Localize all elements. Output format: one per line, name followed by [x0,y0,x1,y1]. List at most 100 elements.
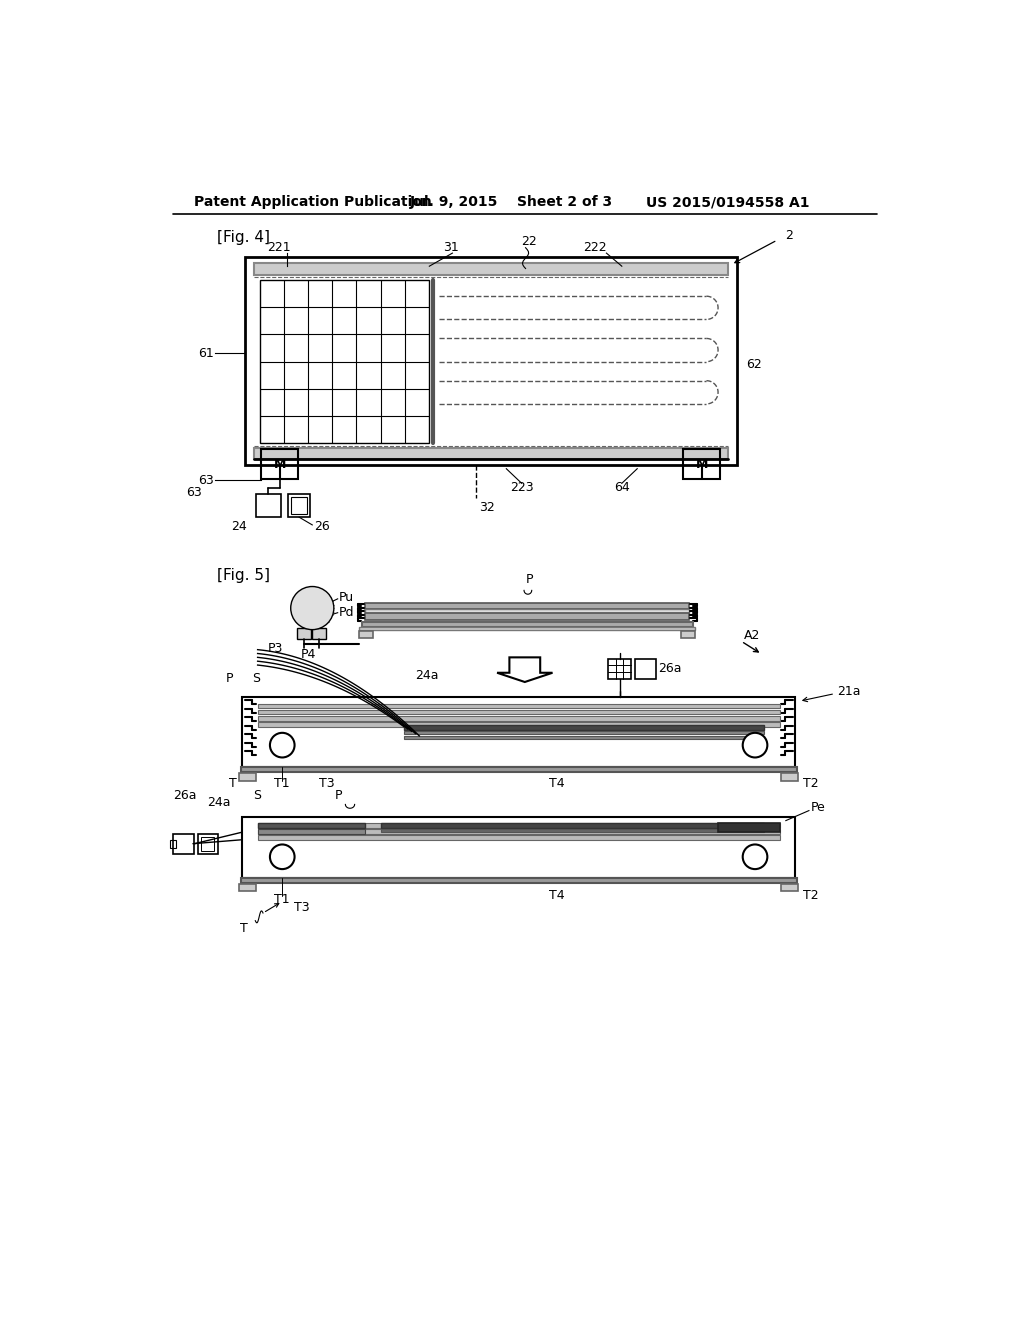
Bar [297,628,310,639]
Bar [173,834,195,854]
Bar [254,447,728,459]
Bar [366,614,689,619]
Circle shape [742,845,767,869]
Text: T1: T1 [274,777,290,791]
Bar [254,263,728,276]
Bar [258,704,779,708]
Text: A2: A2 [744,630,761,643]
Text: 63: 63 [198,474,214,487]
Text: 221: 221 [267,242,291,255]
Bar [258,722,779,726]
Bar [240,774,256,781]
Text: P4: P4 [301,648,316,661]
Bar [381,829,764,832]
Text: [Fig. 5]: [Fig. 5] [217,568,269,583]
Text: 24a: 24a [416,669,438,682]
Bar [381,822,764,828]
Bar [359,631,373,638]
Bar [403,731,764,734]
Text: T1: T1 [274,894,290,907]
Bar [681,631,695,638]
Bar [240,884,256,891]
Bar [258,715,779,721]
Text: 26: 26 [313,520,330,533]
Circle shape [742,733,767,758]
Bar [289,494,310,517]
Bar [312,628,326,639]
Text: T3: T3 [294,902,309,915]
Text: 26a: 26a [173,788,197,801]
Text: Pe: Pe [810,801,825,814]
Circle shape [270,733,295,758]
Text: T2: T2 [803,888,818,902]
Text: T4: T4 [549,888,565,902]
Text: [Fig. 4]: [Fig. 4] [217,230,269,246]
Bar [258,836,779,840]
Bar [256,494,281,517]
Text: P: P [335,788,342,801]
Bar [366,609,689,614]
Text: 21a: 21a [838,685,861,698]
Bar [258,822,366,828]
Bar [403,725,764,730]
Text: T2: T2 [803,777,818,791]
Bar [198,834,217,854]
Text: 62: 62 [746,358,762,371]
Bar [718,822,779,832]
Bar [292,498,307,515]
Text: Patent Application Publication: Patent Application Publication [194,195,431,210]
Bar [635,659,656,678]
Text: T4: T4 [549,777,565,791]
Text: P: P [225,672,233,685]
Text: P: P [525,573,534,586]
Bar [260,280,429,444]
Text: T: T [240,921,248,935]
Text: 64: 64 [614,482,630,495]
Text: P3: P3 [267,642,283,655]
Text: M: M [273,458,286,471]
Bar [366,603,689,609]
Bar [683,449,720,479]
Circle shape [291,586,334,630]
Text: Jul. 9, 2015: Jul. 9, 2015 [410,195,499,210]
Bar [608,659,631,678]
Text: Pu: Pu [339,591,354,603]
Text: S: S [254,788,261,801]
Text: 24: 24 [231,520,247,533]
Bar [202,837,214,850]
Bar [258,829,779,834]
Text: 2: 2 [785,228,793,242]
Bar [170,840,176,847]
Bar [241,878,797,883]
Text: 223: 223 [510,482,534,495]
Text: 24a: 24a [208,796,231,809]
Polygon shape [497,657,553,682]
Text: Sheet 2 of 3: Sheet 2 of 3 [517,195,612,210]
Bar [245,257,737,465]
Bar [261,449,298,479]
Text: 22: 22 [521,235,538,248]
Text: T: T [229,777,237,791]
Bar [258,822,779,828]
Bar [781,884,798,891]
Text: US 2015/0194558 A1: US 2015/0194558 A1 [646,195,810,210]
Bar [359,627,695,631]
Bar [781,774,798,781]
Bar [258,710,779,714]
Text: S: S [252,672,260,685]
Circle shape [270,845,295,869]
Text: 222: 222 [583,242,606,255]
Bar [258,829,366,834]
Text: 26a: 26a [658,663,682,676]
Text: T3: T3 [319,777,335,791]
Bar [243,817,795,878]
Bar [241,767,797,772]
Text: 61: 61 [198,347,214,360]
Text: 63: 63 [186,486,202,499]
Text: M: M [695,458,708,471]
Text: 32: 32 [479,502,496,515]
Bar [403,737,764,739]
Bar [243,697,795,767]
Text: M: M [276,739,289,751]
Text: 31: 31 [443,242,459,255]
